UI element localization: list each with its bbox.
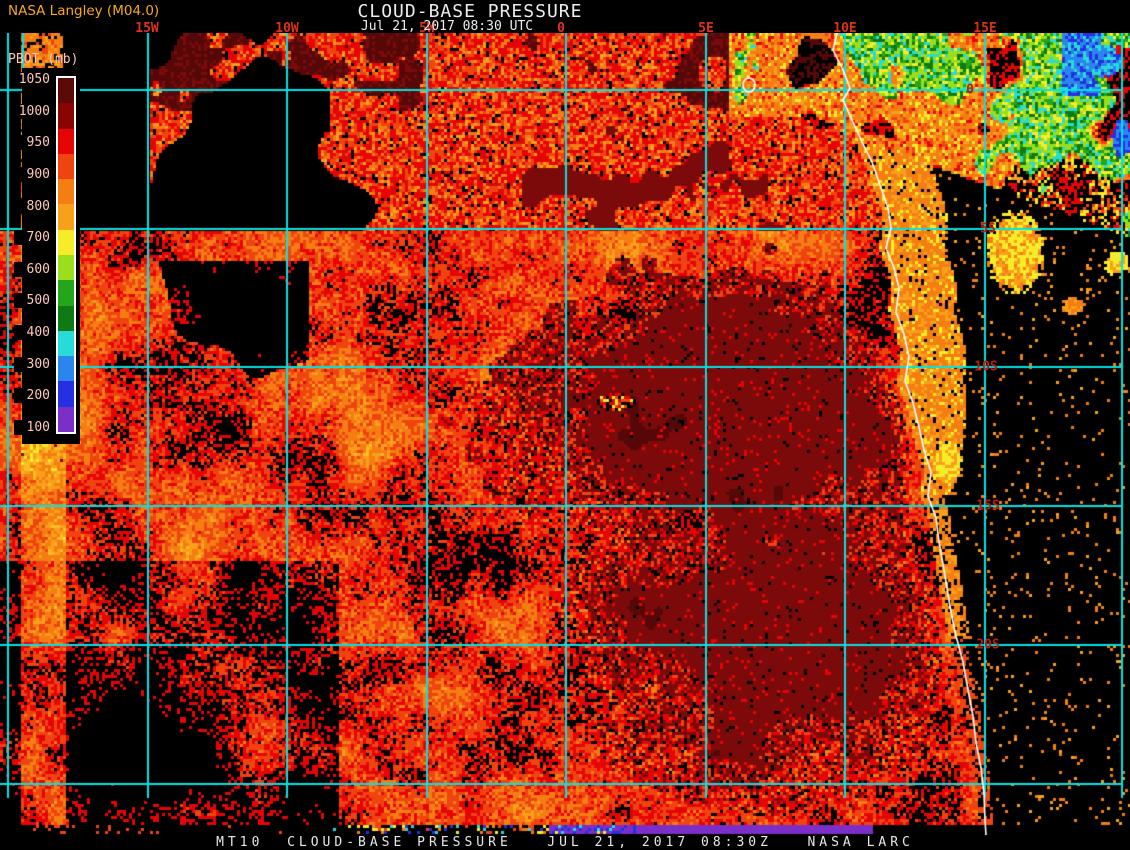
longitude-label-15E: 15E xyxy=(973,21,997,36)
colorbar-title: PBOT (mb) xyxy=(8,52,79,67)
colorbar-segment-3 xyxy=(58,153,74,180)
longitude-label-10E: 10E xyxy=(833,21,857,36)
colorbar-tick-300: 300 xyxy=(14,356,50,372)
footer-caption: MT10 CLOUD-BASE PRESSURE JUL 21, 2017 08… xyxy=(0,835,1130,850)
colorbar-tick-800: 800 xyxy=(14,198,50,214)
colorbar-segment-12 xyxy=(58,381,74,407)
colorbar-segment-11 xyxy=(58,356,74,382)
latitude-label-5S: 5S xyxy=(980,221,996,237)
latitude-label-10S: 10S xyxy=(974,359,998,375)
longitude-label-5W: 5W xyxy=(419,21,435,36)
colorbar-tick-900: 900 xyxy=(14,166,50,182)
colorbar xyxy=(56,76,76,434)
colorbar-tick-700: 700 xyxy=(14,230,50,246)
colorbar-tick-950: 950 xyxy=(14,135,50,151)
latitude-label-0: 0 xyxy=(966,82,974,98)
colorbar-segment-7 xyxy=(58,254,74,281)
colorbar-segment-10 xyxy=(58,330,74,357)
cloud-base-pressure-map xyxy=(0,33,1130,835)
colorbar-segment-5 xyxy=(58,204,74,230)
latitude-label-15S: 15S xyxy=(976,498,1000,514)
longitude-label-15W: 15W xyxy=(135,21,159,36)
colorbar-tick-100: 100 xyxy=(14,419,50,435)
longitude-label-5E: 5E xyxy=(698,21,714,36)
colorbar-tick-200: 200 xyxy=(14,388,50,404)
colorbar-tick-600: 600 xyxy=(14,261,50,277)
colorbar-segment-13 xyxy=(58,406,74,432)
colorbar-tick-400: 400 xyxy=(14,325,50,341)
page-title: CLOUD-BASE PRESSURE xyxy=(357,1,583,22)
colorbar-segment-1 xyxy=(58,103,74,129)
colorbar-tick-500: 500 xyxy=(14,293,50,309)
colorbar-segment-6 xyxy=(58,229,74,255)
colorbar-tick-1000: 1000 xyxy=(14,103,50,119)
longitude-label-0: 0 xyxy=(557,21,565,36)
colorbar-tick-1050: 1050 xyxy=(14,72,50,87)
timestamp: Jul 21, 2017 08:30 UTC xyxy=(360,19,534,34)
colorbar-segment-4 xyxy=(58,179,74,205)
latitude-label-20S: 20S xyxy=(976,637,1000,653)
colorbar-segment-0 xyxy=(58,78,74,104)
nasa-credit: NASA Langley (M04.0) xyxy=(8,3,160,19)
colorbar-segment-8 xyxy=(58,280,74,306)
colorbar-segment-9 xyxy=(58,305,74,331)
colorbar-segment-2 xyxy=(58,128,74,154)
longitude-label-10W: 10W xyxy=(275,21,299,36)
